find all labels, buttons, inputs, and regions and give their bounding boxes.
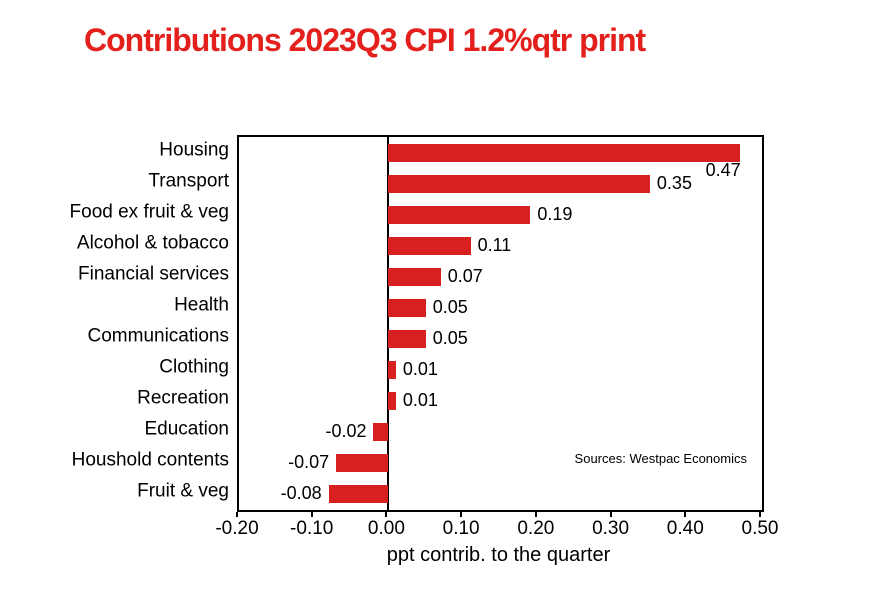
zero-baseline bbox=[387, 137, 390, 510]
x-tick-label: 0.10 bbox=[442, 518, 480, 539]
category-label: Fruit & veg bbox=[137, 481, 229, 503]
value-label: -0.02 bbox=[325, 421, 367, 442]
x-tick-label: 0.00 bbox=[367, 518, 405, 539]
bar bbox=[388, 392, 396, 411]
category-label: Clothing bbox=[159, 356, 229, 378]
category-label: Food ex fruit & veg bbox=[69, 201, 229, 223]
bar bbox=[388, 236, 471, 255]
source-note: Sources: Westpac Economics bbox=[574, 451, 747, 466]
category-label: Health bbox=[174, 294, 229, 316]
x-tick-label: -0.10 bbox=[290, 518, 334, 539]
bar bbox=[388, 205, 531, 224]
bars-layer: 0.47 0.35 0.19 0.11 0.07 0.05 0.05 0.01 0.01 -0.0… bbox=[239, 137, 762, 510]
bar bbox=[388, 298, 426, 317]
bar bbox=[388, 143, 740, 162]
x-tick bbox=[460, 512, 463, 517]
value-label: -0.08 bbox=[280, 483, 322, 504]
value-label: 0.35 bbox=[656, 172, 692, 193]
x-tick bbox=[609, 512, 612, 517]
bar bbox=[388, 267, 441, 286]
x-tick bbox=[310, 512, 313, 517]
x-axis-title: ppt contrib. to the quarter bbox=[386, 544, 611, 566]
x-tick-label: 0.30 bbox=[592, 518, 630, 539]
x-tick-label: 0.20 bbox=[517, 518, 555, 539]
x-tick-label: 0.40 bbox=[666, 518, 704, 539]
category-label: Alcohol & tobacco bbox=[76, 232, 229, 254]
x-tick bbox=[759, 512, 761, 517]
x-tick bbox=[684, 512, 687, 517]
category-label: Recreation bbox=[137, 387, 229, 409]
category-label: Education bbox=[144, 418, 229, 440]
value-label: 0.05 bbox=[432, 328, 468, 349]
x-tick-label: 0.50 bbox=[741, 518, 779, 539]
category-label: Communications bbox=[87, 325, 230, 347]
value-label: 0.07 bbox=[447, 265, 483, 286]
bar bbox=[328, 485, 389, 504]
value-label: 0.19 bbox=[537, 203, 573, 224]
value-label: 0.11 bbox=[477, 234, 512, 255]
x-tick-label: -0.20 bbox=[215, 518, 259, 539]
bar bbox=[373, 423, 389, 442]
value-label: 0.01 bbox=[402, 359, 438, 380]
category-label: Houshold contents bbox=[71, 449, 229, 471]
bar bbox=[388, 361, 396, 380]
x-tick bbox=[534, 512, 537, 517]
value-label: 0.05 bbox=[432, 297, 468, 318]
chart-title: Contributions 2023Q3 CPI 1.2%qtr print bbox=[84, 22, 646, 58]
x-tick bbox=[385, 512, 388, 517]
value-label: 0.47 bbox=[705, 159, 741, 180]
bar bbox=[336, 454, 389, 473]
category-label: Transport bbox=[148, 170, 229, 192]
value-label: 0.01 bbox=[402, 390, 438, 411]
x-tick bbox=[236, 512, 238, 517]
bar bbox=[388, 330, 426, 349]
plot-area: 0.47 0.35 0.19 0.11 0.07 0.05 0.05 0.01 0.01 -0.0… bbox=[237, 135, 764, 512]
bar bbox=[388, 174, 650, 193]
category-label: Financial services bbox=[78, 263, 229, 285]
category-label: Housing bbox=[159, 139, 229, 161]
value-label: -0.07 bbox=[288, 452, 330, 473]
